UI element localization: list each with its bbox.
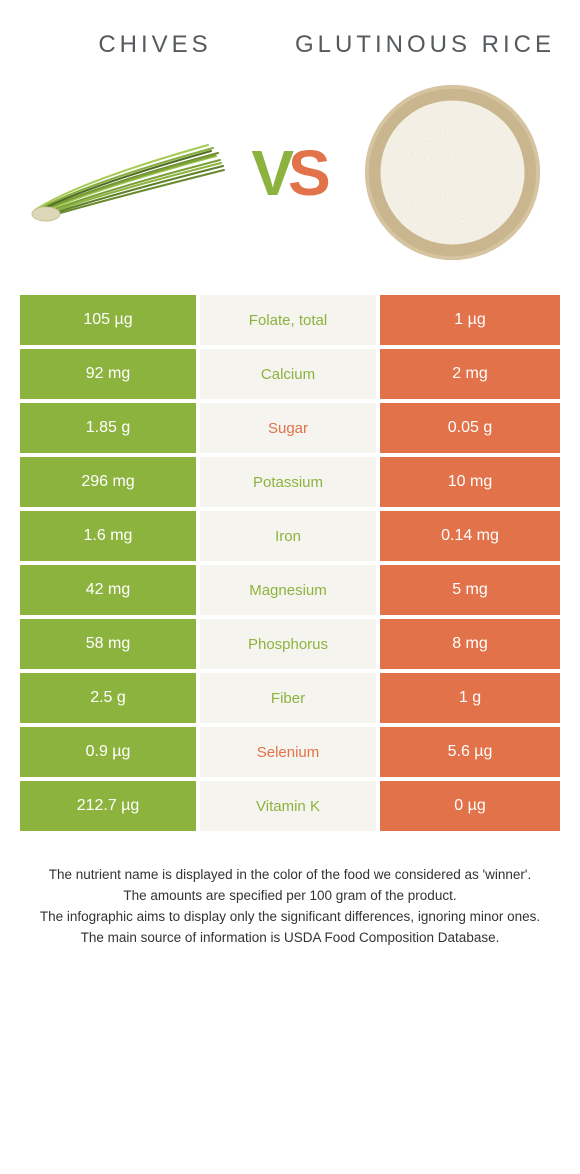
left-value: 58 mg (20, 619, 200, 669)
left-value: 105 µg (20, 295, 200, 345)
table-row: 212.7 µgVitamin K0 µg (20, 781, 560, 835)
right-value: 1 g (380, 673, 560, 723)
nutrient-name: Fiber (200, 673, 380, 723)
right-value: 8 mg (380, 619, 560, 669)
nutrient-name: Calcium (200, 349, 380, 399)
left-value: 1.85 g (20, 403, 200, 453)
footer-line: The infographic aims to display only the… (20, 907, 560, 928)
left-value: 2.5 g (20, 673, 200, 723)
left-value: 296 mg (20, 457, 200, 507)
footer-line: The main source of information is USDA F… (20, 928, 560, 949)
right-value: 0.14 mg (380, 511, 560, 561)
table-row: 1.85 gSugar0.05 g (20, 403, 560, 457)
chives-icon (28, 118, 228, 228)
left-title-col: Chives (20, 30, 290, 60)
table-row: 42 mgMagnesium5 mg (20, 565, 560, 619)
right-value: 10 mg (380, 457, 560, 507)
left-value: 42 mg (20, 565, 200, 615)
footer-line: The nutrient name is displayed in the co… (20, 865, 560, 886)
nutrient-name: Iron (200, 511, 380, 561)
table-row: 92 mgCalcium2 mg (20, 349, 560, 403)
right-value: 2 mg (380, 349, 560, 399)
table-row: 1.6 mgIron0.14 mg (20, 511, 560, 565)
nutrient-name: Selenium (200, 727, 380, 777)
table-row: 105 µgFolate, total1 µg (20, 295, 560, 349)
vs-row: V S (0, 70, 580, 295)
vs-letter-v: V (251, 136, 292, 210)
table-row: 58 mgPhosphorus8 mg (20, 619, 560, 673)
right-value: 0 µg (380, 781, 560, 831)
right-value: 1 µg (380, 295, 560, 345)
right-title: Glutinous rice (290, 30, 560, 60)
nutrient-name: Sugar (200, 403, 380, 453)
nutrient-name: Phosphorus (200, 619, 380, 669)
left-value: 0.9 µg (20, 727, 200, 777)
rice-bowl-icon (360, 80, 545, 265)
table-row: 0.9 µgSelenium5.6 µg (20, 727, 560, 781)
table-row: 296 mgPotassium10 mg (20, 457, 560, 511)
nutrient-name: Vitamin K (200, 781, 380, 831)
right-title-col: Glutinous rice (290, 30, 560, 60)
left-title: Chives (20, 30, 290, 60)
nutrient-name: Folate, total (200, 295, 380, 345)
nutrient-table: 105 µgFolate, total1 µg92 mgCalcium2 mg1… (20, 295, 560, 835)
right-value: 5 mg (380, 565, 560, 615)
table-row: 2.5 gFiber1 g (20, 673, 560, 727)
left-value: 92 mg (20, 349, 200, 399)
chives-image (20, 118, 235, 228)
left-value: 1.6 mg (20, 511, 200, 561)
rice-image (345, 80, 560, 265)
right-value: 0.05 g (380, 403, 560, 453)
vs-label: V S (245, 136, 334, 210)
right-value: 5.6 µg (380, 727, 560, 777)
nutrient-name: Magnesium (200, 565, 380, 615)
vs-letter-s: S (288, 136, 329, 210)
nutrient-name: Potassium (200, 457, 380, 507)
left-value: 212.7 µg (20, 781, 200, 831)
footer-line: The amounts are specified per 100 gram o… (20, 886, 560, 907)
header: Chives Glutinous rice (0, 0, 580, 70)
footer: The nutrient name is displayed in the co… (20, 865, 560, 949)
